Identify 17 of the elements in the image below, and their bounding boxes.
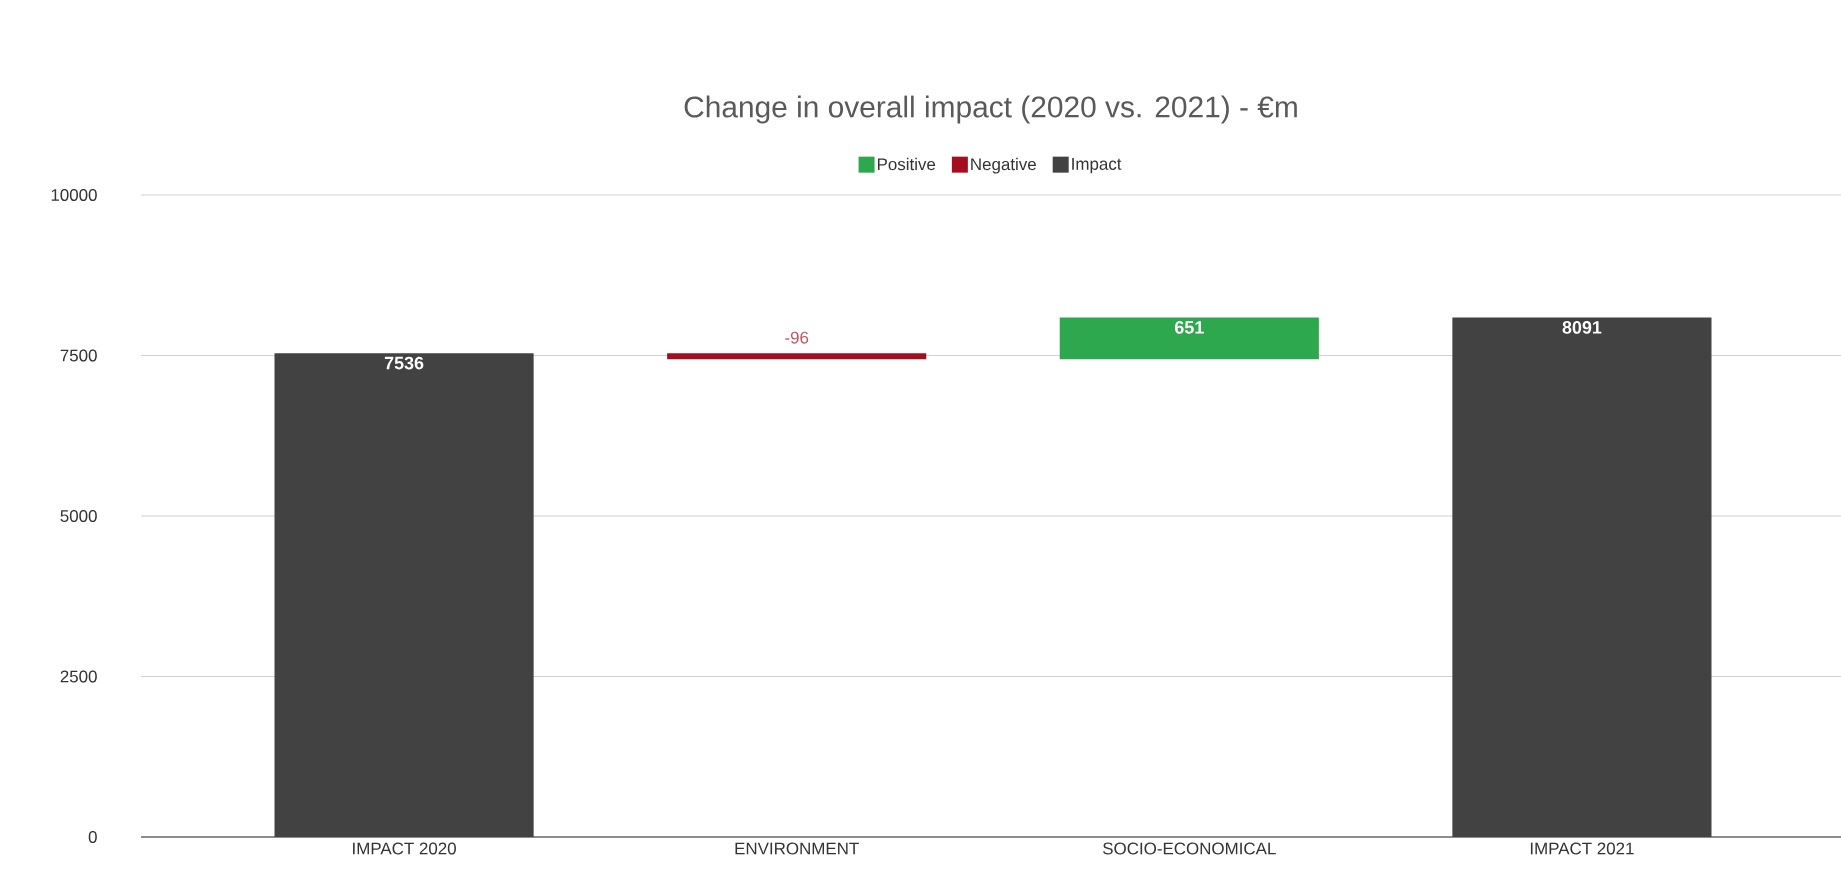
legend-label: Positive [877,157,936,171]
legend-label: Negative [971,157,1036,174]
chart-title: Change in overall impact (2020 vs. 2021) - €m [684,95,1297,124]
y-tick-label: 10000 [51,188,97,201]
data-label: 651 [1175,321,1204,334]
data-label: 8091 [1562,321,1602,334]
y-tick-label: 2500 [60,670,97,683]
data-label: 7536 [384,356,424,370]
x-tick-label: SOCIO-ECONOMICAL [1103,842,1276,855]
data-label: -96 [785,331,809,344]
y-tick-label: 0 [88,830,97,843]
y-tick-label: 5000 [60,509,97,522]
x-tick-label: IMPACT 2021 [1530,842,1634,855]
x-tick-label: IMPACT 2020 [353,842,456,855]
legend-label: Impact [1072,158,1122,174]
y-tick-label: 7500 [60,349,97,362]
x-tick-label: ENVIRONMENT [735,842,859,855]
